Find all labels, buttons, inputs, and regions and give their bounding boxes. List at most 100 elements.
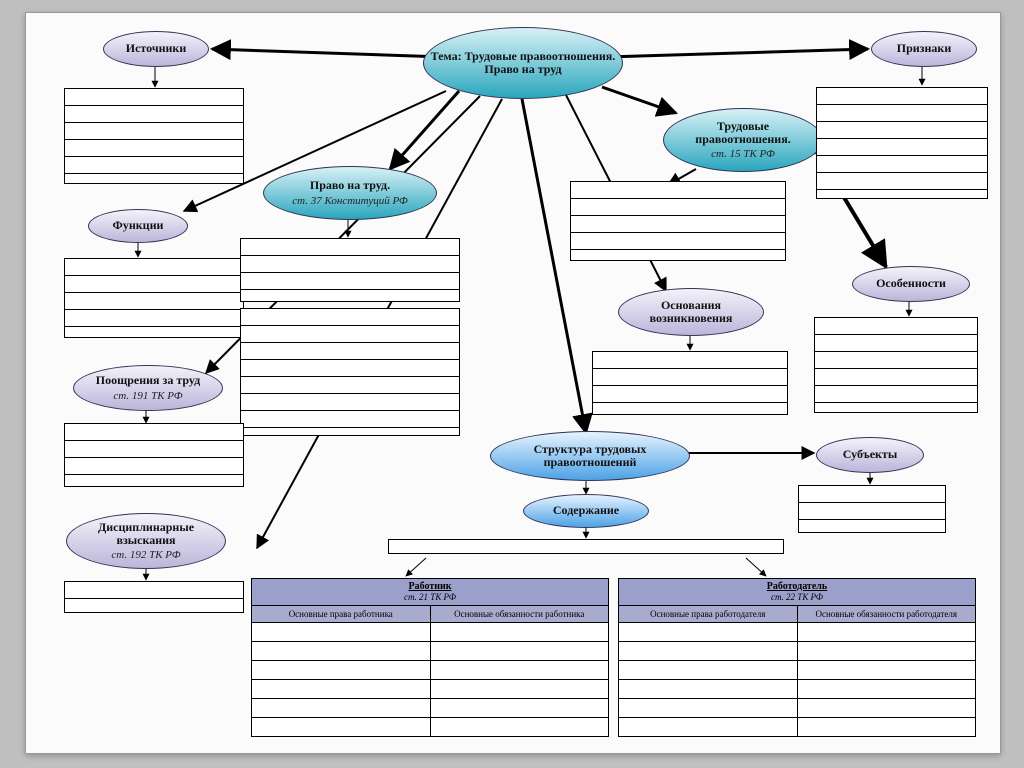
- node-label: Право на труд.: [310, 179, 390, 192]
- blank-row: [65, 259, 243, 276]
- table-subtitle: ст. 22 ТК РФ: [771, 592, 823, 602]
- blank-row: [65, 441, 243, 458]
- node-osobennosti: Особенности: [852, 266, 970, 302]
- node-sublabel: ст. 37 Конституций РФ: [292, 195, 407, 207]
- blank-row: [241, 394, 459, 411]
- rows-funkcii_rows: [64, 258, 244, 338]
- rows-priznaki_rows: [816, 87, 988, 199]
- arrow: [522, 99, 586, 433]
- blank-row: [571, 233, 785, 250]
- blank-row: [593, 369, 787, 386]
- arrow: [606, 49, 868, 57]
- blank-row: [241, 309, 459, 326]
- table-cell: [430, 642, 609, 661]
- blank-row: [65, 310, 243, 327]
- blank-row: [817, 105, 987, 122]
- node-sublabel: ст. 15 ТК РФ: [711, 148, 775, 160]
- node-label: Тема: Трудовые правоотношения. Право на …: [430, 50, 616, 76]
- table-cell: [430, 623, 609, 642]
- rows-pravo_rows_bot: [240, 308, 460, 436]
- blank-row: [241, 411, 459, 428]
- blank-row: [65, 599, 243, 615]
- rows-soder_bar: [388, 539, 784, 554]
- arrow: [390, 91, 459, 169]
- blank-row: [389, 540, 783, 555]
- node-label: Трудовые правоотношения.: [670, 120, 816, 146]
- blank-row: [241, 326, 459, 343]
- node-label: Основания возникновения: [625, 299, 757, 325]
- table-cell: [430, 680, 609, 699]
- arrow: [746, 558, 766, 576]
- table-cell: [430, 699, 609, 718]
- node-trud_pravo: Трудовые правоотношения. ст. 15 ТК РФ: [663, 108, 823, 172]
- table-cell: [252, 623, 431, 642]
- table-col-header: Основные права работодателя: [619, 606, 798, 623]
- table-cell: [252, 661, 431, 680]
- table-worker: Работникст. 21 ТК РФОсновные права работ…: [251, 578, 609, 737]
- table-cell: [252, 642, 431, 661]
- blank-row: [65, 106, 243, 123]
- rows-trud_rows: [570, 181, 786, 261]
- diagram-canvas: Источники Тема: Трудовые правоотношения. …: [25, 12, 1001, 754]
- blank-row: [241, 273, 459, 290]
- rows-osnov_rows: [592, 351, 788, 415]
- blank-row: [799, 486, 945, 503]
- node-label: Функции: [113, 219, 164, 232]
- blank-row: [815, 335, 977, 352]
- node-soderzhanie: Содержание: [523, 494, 649, 528]
- blank-row: [799, 520, 945, 536]
- blank-row: [65, 174, 243, 190]
- blank-row: [817, 88, 987, 105]
- blank-row: [65, 140, 243, 157]
- rows-poosch_rows: [64, 423, 244, 487]
- blank-row: [65, 89, 243, 106]
- rows-osob_rows: [814, 317, 978, 413]
- blank-row: [65, 123, 243, 140]
- table-header: Работникст. 21 ТК РФ: [252, 579, 609, 606]
- table-cell: [252, 699, 431, 718]
- blank-row: [815, 369, 977, 386]
- node-struktura: Структура трудовых правоотношений: [490, 431, 690, 481]
- table-cell: [252, 718, 431, 737]
- blank-row: [241, 290, 459, 306]
- blank-row: [571, 250, 785, 266]
- node-label: Источники: [126, 42, 187, 55]
- node-osnovaniya: Основания возникновения: [618, 288, 764, 336]
- blank-row: [571, 182, 785, 199]
- node-funkcii: Функции: [88, 209, 188, 243]
- table-cell: [619, 680, 798, 699]
- table-cell: [797, 699, 976, 718]
- blank-row: [571, 216, 785, 233]
- node-priznaki: Признаки: [871, 31, 977, 67]
- table-col-header: Основные обязанности работодателя: [797, 606, 976, 623]
- blank-row: [815, 318, 977, 335]
- node-pooschreniya: Поощрения за трудст. 191 ТК РФ: [73, 365, 223, 411]
- table-cell: [797, 642, 976, 661]
- table-subtitle: ст. 21 ТК РФ: [404, 592, 456, 602]
- blank-row: [593, 352, 787, 369]
- node-disciplina: Дисциплинарные взысканияст. 192 ТК РФ: [66, 513, 226, 569]
- blank-row: [65, 475, 243, 491]
- table-cell: [797, 680, 976, 699]
- blank-row: [817, 139, 987, 156]
- node-label: Субъекты: [843, 448, 897, 461]
- blank-row: [815, 403, 977, 419]
- node-label: Поощрения за труд: [96, 374, 200, 387]
- blank-row: [815, 352, 977, 369]
- arrow: [602, 87, 676, 113]
- blank-row: [65, 582, 243, 599]
- table-title: Работодатель: [767, 581, 827, 592]
- table-cell: [619, 718, 798, 737]
- node-sublabel: ст. 192 ТК РФ: [111, 549, 180, 561]
- node-tema: Тема: Трудовые правоотношения. Право на …: [423, 27, 623, 99]
- node-label: Признаки: [897, 42, 952, 55]
- table-cell: [619, 661, 798, 680]
- blank-row: [799, 503, 945, 520]
- rows-pravo_rows_top: [240, 238, 460, 302]
- blank-row: [65, 327, 243, 343]
- node-istochniki: Источники: [103, 31, 209, 67]
- blank-row: [241, 256, 459, 273]
- blank-row: [817, 122, 987, 139]
- blank-row: [593, 386, 787, 403]
- node-label: Структура трудовых правоотношений: [497, 443, 683, 469]
